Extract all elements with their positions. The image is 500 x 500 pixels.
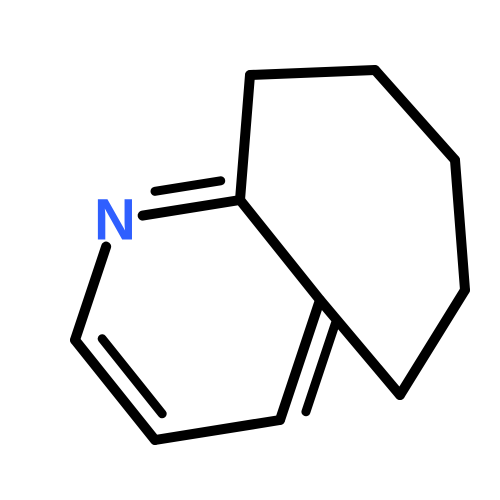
bond-C4-C4a (280, 300, 320, 420)
bond-C9-C9a (240, 75, 250, 200)
bond-C7-C8 (375, 70, 455, 160)
bond-C5-C6 (400, 290, 465, 395)
bond-C9a-N1-inner (155, 181, 221, 192)
molecule-diagram: N (0, 0, 500, 500)
bond-N1-C2 (75, 247, 106, 340)
bond-C8-C9 (250, 70, 375, 75)
bond-C9a-N1 (143, 200, 240, 216)
bond-C3-C4 (155, 420, 280, 440)
bond-C2-C3-inner (102, 339, 162, 414)
bond-C4a-C9a (240, 200, 320, 300)
bond-C6-C7 (455, 160, 465, 290)
atom-label-N: N (94, 188, 136, 253)
